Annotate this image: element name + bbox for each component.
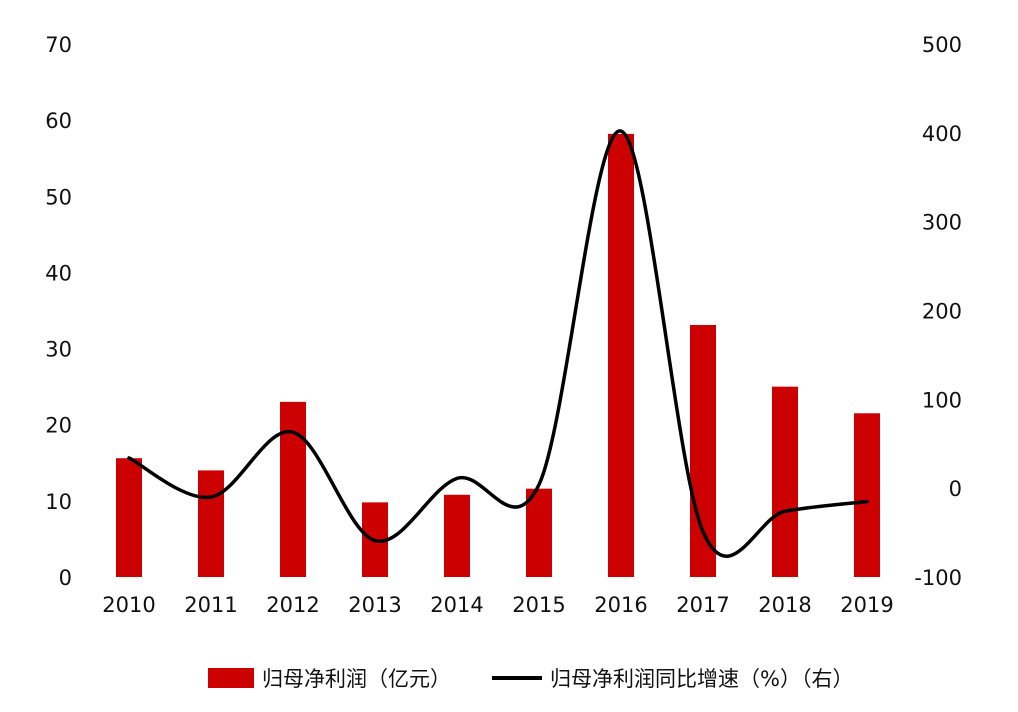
right-axis-ticks: -100 0 100 200 300 400 500 (914, 33, 962, 590)
right-tick-label: 300 (922, 211, 962, 235)
bar (198, 470, 224, 577)
bar (772, 386, 798, 577)
left-tick-label: 20 (45, 414, 72, 438)
right-tick-label: 200 (922, 300, 962, 324)
bar (854, 413, 880, 577)
bar (116, 458, 142, 577)
right-tick-label: -100 (914, 566, 962, 590)
x-tick-label: 2017 (676, 593, 729, 617)
bar (526, 488, 552, 577)
growth-line (127, 129, 869, 558)
left-tick-label: 10 (45, 490, 72, 514)
left-axis-ticks: 0 10 20 30 40 50 60 70 (45, 33, 72, 590)
x-tick-label: 2016 (594, 593, 647, 617)
x-tick-label: 2010 (102, 593, 155, 617)
left-tick-label: 30 (45, 338, 72, 362)
bar (444, 494, 470, 577)
right-tick-label: 500 (922, 33, 962, 57)
legend: 归母净利润（亿元） 归母净利润同比增速（%）（右） (208, 667, 853, 691)
x-tick-label: 2018 (758, 593, 811, 617)
right-tick-label: 100 (922, 388, 962, 412)
bar (608, 133, 634, 577)
line-series (127, 129, 869, 558)
legend-swatch-bar (208, 668, 254, 688)
x-tick-label: 2011 (184, 593, 237, 617)
x-tick-label: 2014 (430, 593, 483, 617)
right-tick-label: 400 (922, 122, 962, 146)
legend-label-line: 归母净利润同比增速（%）（右） (550, 667, 853, 691)
left-tick-label: 40 (45, 261, 72, 285)
right-tick-label: 0 (949, 477, 962, 501)
x-tick-label: 2015 (512, 593, 565, 617)
left-tick-label: 70 (45, 33, 72, 57)
bar-series (116, 133, 880, 577)
left-tick-label: 0 (59, 566, 72, 590)
bar (280, 401, 306, 577)
x-tick-label: 2013 (348, 593, 401, 617)
bar (690, 324, 716, 577)
left-tick-label: 60 (45, 109, 72, 133)
x-tick-label: 2012 (266, 593, 319, 617)
x-tick-label: 2019 (840, 593, 893, 617)
legend-label-bar: 归母净利润（亿元） (262, 667, 451, 691)
left-tick-label: 50 (45, 185, 72, 209)
x-axis-ticks: 2010 2011 2012 2013 2014 2015 2016 2017 2018 2019 (102, 593, 893, 617)
